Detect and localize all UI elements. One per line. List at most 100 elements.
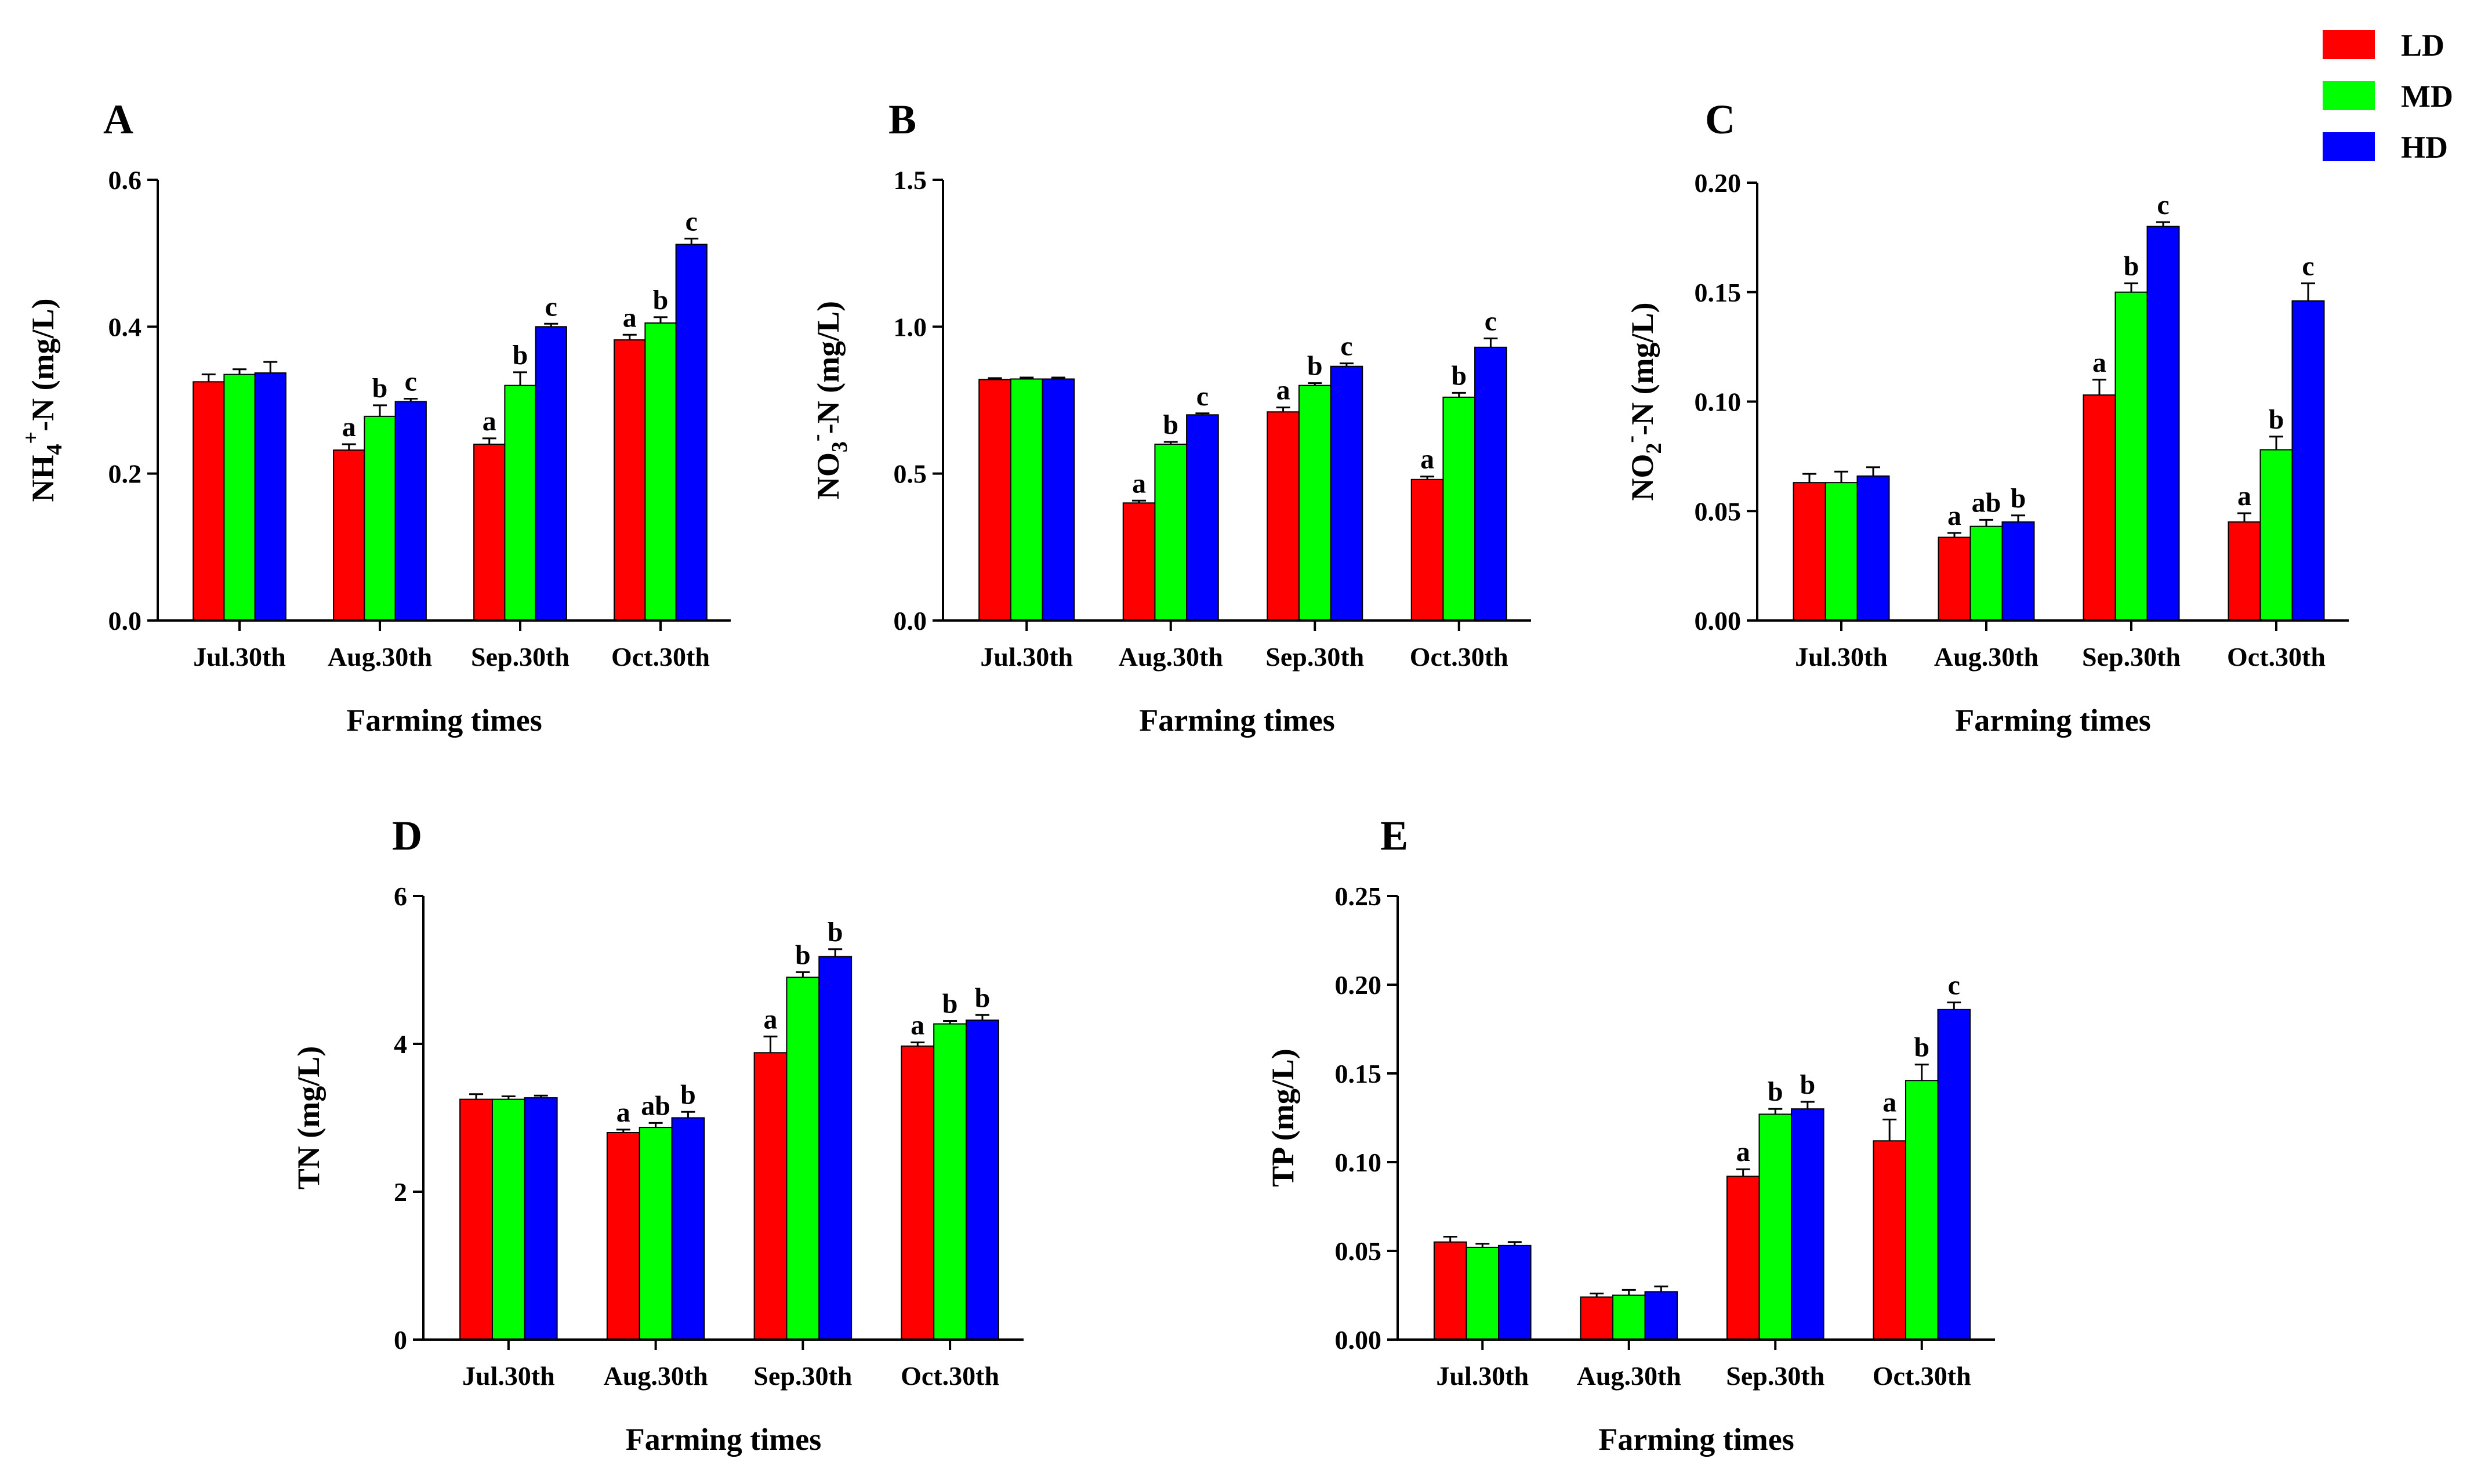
significance-label: a	[342, 412, 356, 442]
significance-label: a	[616, 1097, 630, 1128]
legend-label: LD	[2401, 28, 2444, 63]
y-axis-title: NO2--N (mg/L)	[1619, 302, 1666, 500]
legend-swatch	[2323, 30, 2375, 59]
bar	[1010, 378, 1043, 622]
y-tick-label: 0	[394, 1325, 407, 1355]
series-MD: b b b	[223, 285, 677, 622]
bar	[1873, 1140, 1906, 1341]
y-tick-label: 1.0	[894, 312, 927, 342]
x-tick-label: Oct.30th	[1410, 642, 1508, 672]
significance-label: b	[372, 373, 388, 404]
significance-label: b	[513, 340, 528, 371]
bar	[2146, 226, 2180, 621]
y-tick-label: 0.6	[108, 165, 142, 195]
significance-label: b	[2124, 251, 2139, 282]
y-tick-label: 0.20	[1335, 970, 1382, 1000]
y-tick-label: 0.5	[894, 459, 927, 489]
y-axis-title: TN (mg/L)	[291, 1046, 326, 1189]
y-tick-label: 0.0	[894, 606, 927, 636]
significance-label: b	[1914, 1032, 1929, 1063]
bar	[1791, 1108, 1824, 1340]
legend-label: MD	[2401, 79, 2453, 114]
y-tick-label: 0.05	[1695, 496, 1742, 526]
series-HD: b c c	[1856, 190, 2325, 621]
significance-label: c	[685, 206, 698, 237]
x-tick-label: Sep.30th	[471, 642, 570, 672]
bar	[786, 977, 820, 1340]
bar	[1824, 482, 1858, 621]
significance-label: ab	[1972, 487, 2001, 518]
x-axis-title: Farming times	[1139, 703, 1334, 738]
bar	[1498, 1244, 1532, 1341]
bar	[606, 1132, 640, 1340]
bar	[2228, 521, 2261, 621]
bar	[1726, 1175, 1760, 1340]
legend-swatch	[2323, 81, 2375, 110]
bar	[753, 1052, 788, 1341]
series-LD: a a a	[193, 302, 646, 622]
bar	[254, 372, 286, 622]
bar	[491, 1098, 525, 1340]
significance-label: b	[1307, 351, 1323, 382]
x-tick-label: Sep.30th	[1265, 642, 1364, 672]
bar	[675, 244, 708, 621]
x-tick-label: Jul.30th	[980, 642, 1073, 672]
y-tick-label: 1.5	[894, 165, 927, 195]
significance-label: c	[2302, 251, 2314, 282]
bar	[644, 322, 677, 621]
bar	[1793, 482, 1826, 621]
bar	[1433, 1241, 1467, 1340]
y-tick-label: 0.20	[1695, 168, 1742, 198]
series-LD: aa	[1433, 1087, 1906, 1341]
bar	[1938, 536, 1971, 621]
y-tick-label: 0.25	[1335, 881, 1382, 911]
x-tick-label: Oct.30th	[901, 1361, 999, 1391]
significance-label: c	[545, 291, 557, 322]
significance-label: ab	[641, 1090, 670, 1121]
x-tick-label: Aug.30th	[1934, 642, 2038, 672]
y-tick-label: 0.15	[1335, 1059, 1382, 1088]
x-tick-label: Aug.30th	[1119, 642, 1223, 672]
series-MD: bb	[1466, 1032, 1939, 1340]
series-HD: bc	[1498, 970, 1971, 1341]
y-axis-title: NH4+-N (mg/L)	[19, 298, 67, 502]
bar	[1644, 1291, 1678, 1340]
bar	[1122, 502, 1156, 621]
significance-label: a	[2237, 481, 2251, 511]
significance-label: b	[975, 982, 991, 1013]
legend-label: HD	[2401, 130, 2448, 165]
significance-label: b	[653, 285, 669, 315]
significance-label: b	[1451, 360, 1467, 391]
significance-label: a	[1276, 375, 1290, 406]
bar	[2291, 300, 2325, 621]
y-tick-label: 6	[394, 881, 407, 911]
bar	[535, 326, 567, 621]
bar	[1154, 444, 1188, 621]
x-axis-title: Farming times	[626, 1422, 821, 1457]
bar	[978, 379, 1011, 621]
bar	[1410, 478, 1444, 621]
bar	[1612, 1294, 1646, 1340]
x-tick-label: Sep.30th	[753, 1361, 852, 1391]
significance-label: b	[828, 917, 843, 948]
bar	[1969, 525, 2003, 621]
y-tick-label: 0.10	[1695, 387, 1742, 417]
y-tick-label: 2	[394, 1177, 407, 1207]
bar	[1186, 414, 1219, 621]
significance-label: a	[2092, 347, 2106, 378]
x-tick-label: Oct.30th	[611, 642, 710, 672]
x-tick-label: Aug.30th	[1577, 1361, 1681, 1391]
significance-label: a	[483, 406, 496, 437]
series-HD: c c c	[254, 206, 708, 622]
x-tick-label: Aug.30th	[604, 1361, 708, 1391]
bar	[1758, 1113, 1793, 1340]
bar	[394, 401, 427, 621]
significance-label: a	[1420, 444, 1434, 475]
legend: LD MD HD	[2323, 28, 2453, 165]
bar	[1856, 475, 1890, 621]
